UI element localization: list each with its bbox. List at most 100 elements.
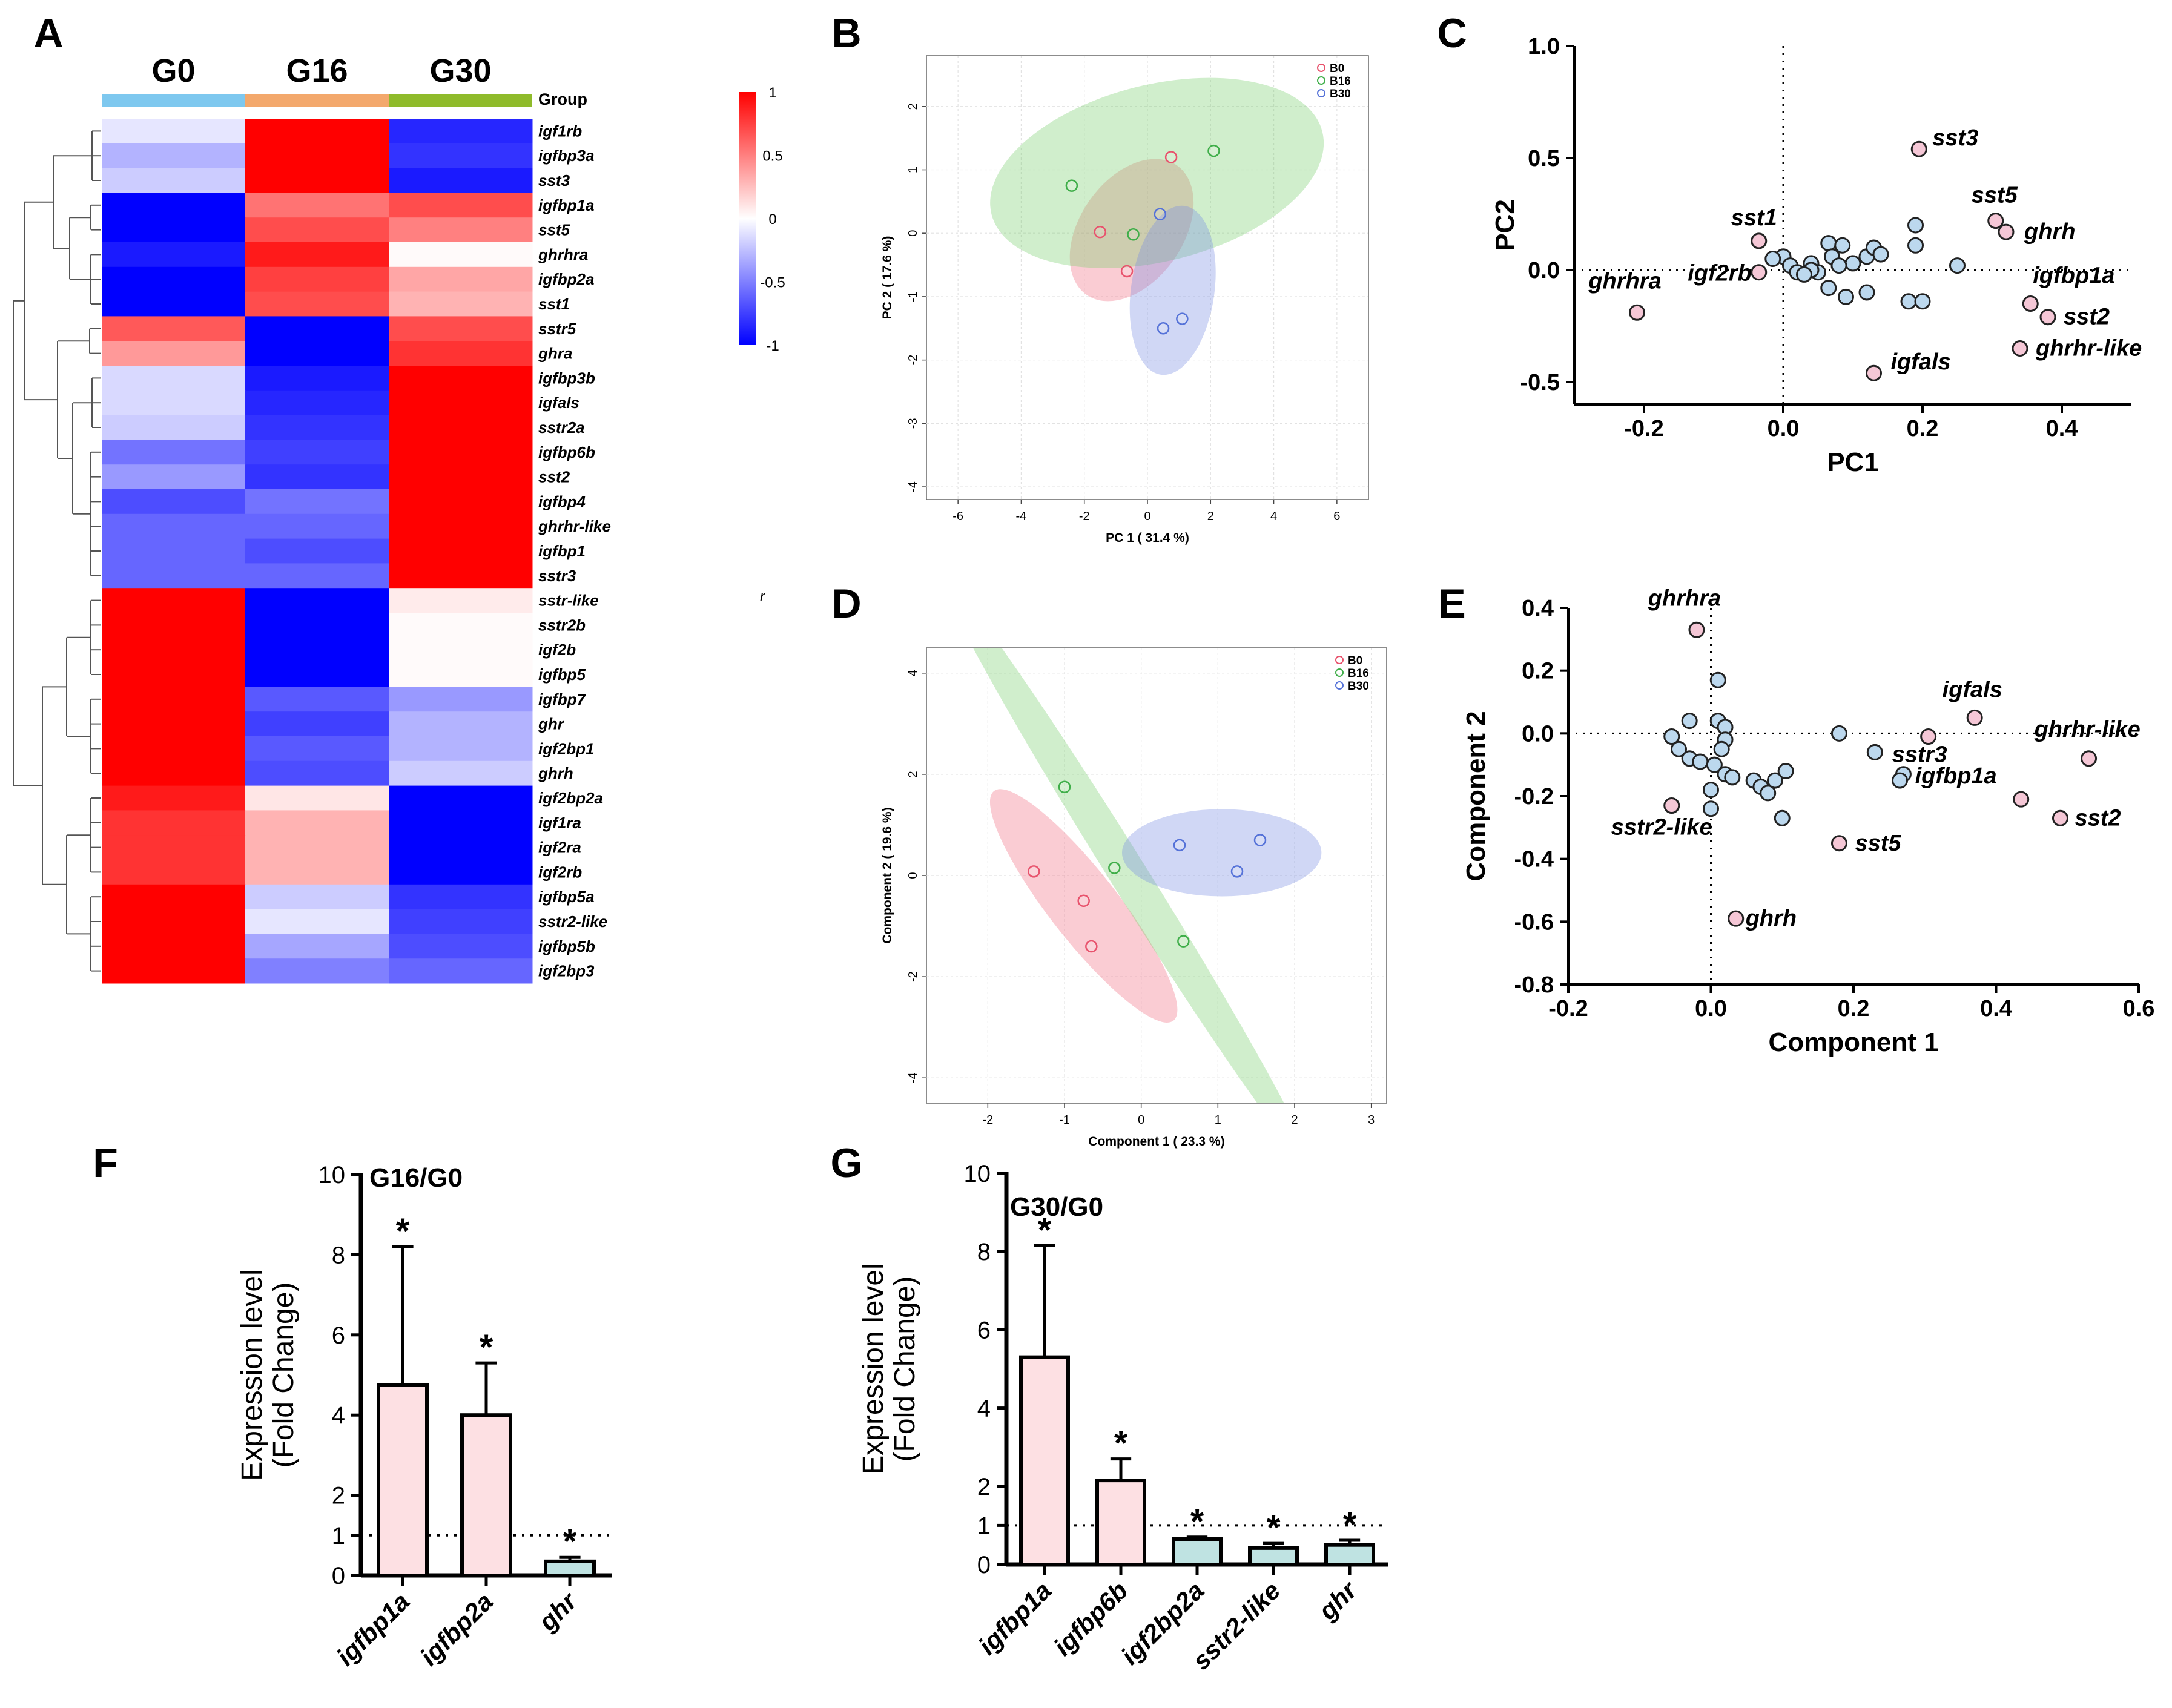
significance-marker: *: [563, 1522, 577, 1561]
gene-point: [1892, 772, 1909, 789]
row-label-sstr2-like: sstr2-like: [538, 912, 607, 931]
panel-letter-c: C: [1437, 10, 1467, 56]
y-tick-label: -1: [906, 291, 920, 302]
point-b30: [1173, 839, 1186, 852]
highlighted-gene-point: [1663, 797, 1680, 814]
row-label-sstr2b: sstr2b: [538, 616, 586, 634]
heatmap-cell: [102, 489, 246, 515]
legend-label-b0: B0: [1348, 655, 1362, 667]
heatmap-cell: [389, 835, 533, 860]
y-tick-label: 6: [332, 1322, 345, 1349]
x-tick-label: 0.6: [2123, 996, 2155, 1021]
heatmap-cell: [245, 884, 389, 910]
heatmap-cell: [245, 341, 389, 366]
x-tick-label-igfbp1a: igfbp1a: [331, 1587, 415, 1671]
gene-label-ghrh: ghrh: [1745, 906, 1797, 931]
heatmap-cell: [245, 711, 389, 737]
significance-marker: *: [480, 1328, 493, 1367]
row-label-igfbp1: igfbp1: [538, 542, 586, 560]
heatmap-cell: [389, 341, 533, 366]
y-tick-label: 2: [977, 1474, 991, 1500]
gene-point: [1777, 763, 1794, 780]
heatmap-cell: [245, 934, 389, 959]
y-tick-label: 0.2: [1522, 659, 1554, 684]
highlighted-gene-point: [1751, 264, 1768, 281]
gene-label-sst3: sst3: [1932, 125, 1978, 151]
highlighted-gene-point: [2013, 791, 2030, 808]
stray-label: r: [760, 589, 765, 605]
y-tick-label: -0.2: [1514, 784, 1554, 809]
row-label-ghrh: ghrh: [538, 764, 573, 782]
colorbar-tick-label: 0: [768, 211, 776, 228]
row-label-sst5: sst5: [538, 221, 570, 239]
significance-marker: *: [1343, 1505, 1357, 1545]
point-b30: [1230, 865, 1244, 878]
heatmap-cell: [102, 736, 246, 762]
panel-d-scatter: -2 -1 0 1 2 3 -4 -2 0 2 4 Component 1 ( 23.3 %) Comp…: [880, 647, 1387, 1149]
legend-label-b30: B30: [1330, 88, 1351, 101]
significance-marker: *: [1190, 1502, 1204, 1541]
gene-point: [1834, 237, 1851, 254]
row-label-igfbp4: igfbp4: [538, 492, 586, 510]
column-header-g0: G0: [151, 53, 195, 89]
heatmap-cell: [245, 440, 389, 465]
highlighted-gene-point: [1629, 304, 1645, 321]
heatmap-cell: [102, 538, 246, 564]
row-label-igf2bp3: igf2bp3: [538, 962, 595, 980]
y-tick-label: -0.4: [1514, 847, 1554, 872]
heatmap-cell: [389, 119, 533, 144]
x-tick-label-igfbp1a: igfbp1a: [973, 1576, 1057, 1660]
heatmap-cell: [389, 489, 533, 515]
heatmap-cell: [389, 637, 533, 663]
ellipse-b30: [1122, 809, 1322, 897]
column-header-g16: G16: [286, 53, 348, 89]
gene-label-sst5: sst5: [1972, 183, 2018, 208]
gene-point: [1838, 288, 1854, 305]
colorbar-tick-label: 1: [768, 85, 776, 101]
x-tick-label-igfbp2a: igfbp2a: [415, 1587, 499, 1671]
significance-marker: *: [1038, 1211, 1052, 1250]
x-tick-label: 1: [1215, 1113, 1221, 1127]
highlighted-gene-point: [1688, 621, 1705, 638]
heatmap-cell: [389, 736, 533, 762]
x-axis-label: PC1: [1827, 447, 1879, 477]
gene-label-igfals: igfals: [1891, 349, 1951, 375]
legend-marker-b30: [1335, 681, 1344, 690]
heatmap-cell: [389, 934, 533, 959]
bar-ghr: [544, 1559, 596, 1578]
heatmap-cell: [389, 266, 533, 292]
heatmap-cell: [102, 415, 246, 440]
row-label-sst1: sst1: [538, 295, 570, 313]
row-label-igfbp5b: igfbp5b: [538, 937, 595, 955]
heatmap-cell: [245, 810, 389, 836]
gene-point: [1760, 785, 1777, 802]
heatmap-cell: [389, 415, 533, 440]
heatmap-cell: [102, 366, 246, 391]
gene-label-ghrh: ghrh: [2024, 219, 2075, 245]
legend-marker-b0: [1317, 64, 1325, 72]
heatmap-cell: [102, 687, 246, 712]
legend-marker-b16: [1317, 76, 1325, 85]
gene-point: [1692, 753, 1709, 770]
heatmap-cell: [245, 613, 389, 638]
panel-letter-b: B: [831, 10, 861, 56]
gene-point: [1713, 740, 1730, 757]
legend-label-b30: B30: [1348, 680, 1369, 693]
gene-point: [1830, 257, 1847, 274]
y-tick-label: -3: [906, 418, 920, 429]
highlighted-gene-point: [1998, 223, 2015, 240]
row-label-ghr: ghr: [538, 715, 565, 733]
heatmap-cell: [102, 143, 246, 169]
gene-point: [1907, 217, 1924, 234]
heatmap-cell: [245, 588, 389, 613]
y-tick-label: -2: [906, 355, 920, 366]
legend-label-b0: B0: [1330, 62, 1344, 75]
bar-ghr: [1324, 1543, 1375, 1566]
bar-chart-title: G30/G0: [1010, 1192, 1103, 1222]
colorbar-tick-label: -1: [766, 338, 779, 354]
heatmap-cell: [245, 143, 389, 169]
point-b30: [1176, 312, 1189, 325]
gene-label-igf2rb: igf2rb: [1688, 261, 1752, 286]
gene-point: [1663, 728, 1680, 745]
highlighted-gene-point: [1830, 835, 1847, 852]
